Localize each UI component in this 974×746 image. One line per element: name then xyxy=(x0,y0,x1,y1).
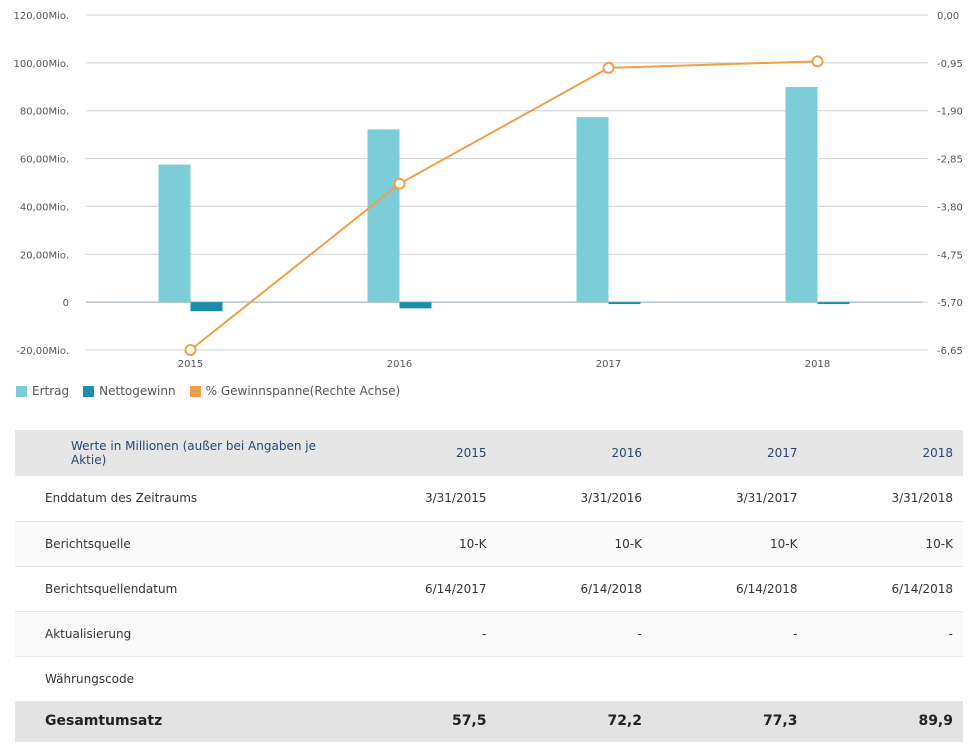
x-axis-tick-label: 2017 xyxy=(596,359,621,370)
x-axis-tick-label: 2015 xyxy=(178,359,203,370)
bar-nettogewinn xyxy=(399,302,432,309)
table-row: Währungscode xyxy=(15,656,963,701)
left-axis-tick-label: 80,00Mio. xyxy=(20,107,69,118)
table-cell: 6/14/2018 xyxy=(735,581,798,596)
bar-nettogewinn xyxy=(608,302,641,305)
total-cell: 72,2 xyxy=(607,713,642,729)
table-cell: 6/14/2018 xyxy=(580,581,642,596)
table-header-row: Werte in Millionen (außer bei Angaben je… xyxy=(15,430,963,476)
table-cell: 3/31/2017 xyxy=(735,491,798,506)
legend-swatch-gewinnspanne xyxy=(189,385,201,397)
right-axis-tick-label: -5,70 xyxy=(937,298,963,309)
row-label-total: Gesamtumsatz xyxy=(45,713,163,729)
revenue-chart: -20,00Mio. -6,65 0 -5,70 20,00Mio. -4,75 40,00… xyxy=(13,11,963,370)
legend-item-gewinnspanne[interactable]: % Gewinnspanne(Rechte Achse) xyxy=(189,384,401,398)
table-cell: 6/14/2017 xyxy=(424,581,487,596)
left-axis-tick-label: 0 xyxy=(63,298,69,309)
legend-label-gewinnspanne: % Gewinnspanne(Rechte Achse) xyxy=(205,384,401,398)
x-axis-tick-label: 2016 xyxy=(387,359,412,370)
table-row: Aktualisierung - - - - xyxy=(15,611,963,656)
left-axis-tick-label: 100,00Mio. xyxy=(13,59,69,70)
table-row-total: Gesamtumsatz 57,5 72,2 77,3 89,9 xyxy=(15,701,963,741)
bar-ertrag xyxy=(785,87,818,303)
table-cell xyxy=(808,656,964,701)
table-cell: - xyxy=(948,626,953,641)
table-cell: 10-K xyxy=(614,536,642,551)
table-cell: 10-K xyxy=(459,536,487,551)
legend-item-ertrag[interactable]: Ertrag xyxy=(16,384,69,398)
table-cell xyxy=(652,656,808,701)
legend-swatch-nettogewinn xyxy=(83,385,95,397)
row-label: Aktualisierung xyxy=(45,626,132,641)
financials-table: Werte in Millionen (außer bei Angaben je… xyxy=(15,430,963,742)
line-point xyxy=(393,177,406,190)
legend-label-nettogewinn: Nettogewinn xyxy=(99,384,176,398)
left-axis-tick-label: 20,00Mio. xyxy=(20,250,69,261)
left-axis-tick-label: 60,00Mio. xyxy=(20,155,69,166)
table-cell: 3/31/2018 xyxy=(891,491,953,506)
total-cell: 89,9 xyxy=(918,713,953,729)
total-cell: 57,5 xyxy=(451,713,487,729)
table-cell: 3/31/2015 xyxy=(424,491,487,506)
row-label: Währungscode xyxy=(45,671,135,686)
table-cell xyxy=(497,656,653,701)
line-point xyxy=(602,61,615,74)
x-axis-tick-label: 2018 xyxy=(805,359,830,370)
table-cell: - xyxy=(637,626,642,641)
right-axis-tick-label: -6,65 xyxy=(937,346,963,357)
year-header: 2018 xyxy=(922,446,953,460)
row-label: Enddatum des Zeitraums xyxy=(45,491,198,506)
legend-label-ertrag: Ertrag xyxy=(32,384,70,398)
right-axis-tick-label: -0,95 xyxy=(937,59,963,70)
table-cell: 10-K xyxy=(925,536,953,551)
legend-swatch-ertrag xyxy=(16,385,27,397)
table-cell: 10-K xyxy=(770,536,798,551)
bar-ertrag xyxy=(576,117,609,303)
line-point xyxy=(184,344,197,356)
year-header: 2015 xyxy=(455,446,487,460)
total-cell: 77,3 xyxy=(762,713,798,729)
year-header: 2017 xyxy=(766,446,798,460)
row-label: Berichtsquellendatum xyxy=(45,581,178,596)
left-axis-tick-label: -20,00Mio. xyxy=(16,346,69,357)
right-axis-tick-label: -2,85 xyxy=(937,155,963,166)
table-row: Berichtsquelle 10-K 10-K 10-K 10-K xyxy=(15,521,963,566)
right-axis-tick-label: 0,00 xyxy=(937,11,959,22)
left-axis-tick-label: 40,00Mio. xyxy=(20,202,69,213)
left-axis-tick-label: 120,00Mio. xyxy=(13,11,69,22)
table-cell: 6/14/2018 xyxy=(891,581,953,596)
right-axis-tick-label: -4,75 xyxy=(937,250,963,261)
table-row: Berichtsquellendatum 6/14/2017 6/14/2018… xyxy=(15,566,963,611)
chart-legend: Ertrag Nettogewinn % Gewinnspanne(Rechte… xyxy=(16,384,400,398)
table-row: Enddatum des Zeitraums 3/31/2015 3/31/20… xyxy=(15,476,963,521)
table-cell: 3/31/2016 xyxy=(580,491,642,506)
right-axis-tick-label: -3,80 xyxy=(937,202,963,213)
row-label: Berichtsquelle xyxy=(45,536,131,551)
line-gewinnspanne xyxy=(189,60,818,351)
table-cell: - xyxy=(482,626,487,641)
bar-ertrag xyxy=(367,129,400,303)
legend-item-nettogewinn[interactable]: Nettogewinn xyxy=(83,384,176,398)
line-point xyxy=(811,55,824,68)
table-cell: - xyxy=(793,626,798,641)
bar-nettogewinn xyxy=(190,302,223,312)
year-header: 2016 xyxy=(611,446,642,460)
table-cell xyxy=(341,656,497,701)
right-axis-tick-label: -1,90 xyxy=(937,107,963,118)
bar-nettogewinn xyxy=(817,302,850,305)
bar-ertrag xyxy=(158,164,191,303)
table-header-label: Werte in Millionen (außer bei Angaben je… xyxy=(71,439,316,467)
